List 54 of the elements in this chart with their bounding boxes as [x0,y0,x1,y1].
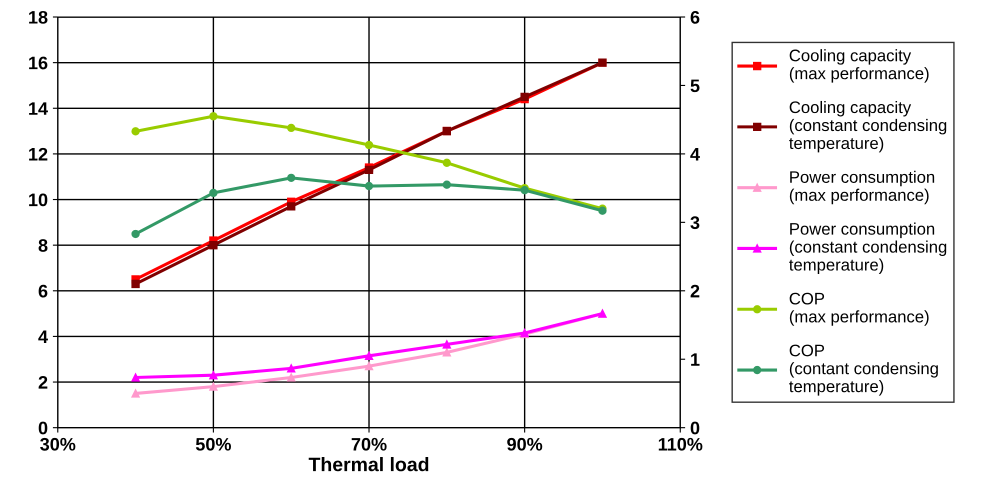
point [364,166,374,174]
point [131,230,140,238]
y2-tick-label: 5 [690,80,700,92]
point [209,371,218,380]
legend-label: COP (contant condensing temperature) [789,344,938,396]
y-tick-label: 4 [38,330,48,343]
point [442,180,451,189]
x-tick-label: 30% [40,438,76,451]
legend-label: Cooling capacity (constant condensing temperature) [789,100,946,152]
y-tick-label: 6 [38,284,48,298]
y2-tick-label: 2 [690,284,700,298]
point [131,389,140,398]
point [131,280,140,288]
point [364,352,374,360]
y2-tick-label: 6 [690,10,700,24]
x-axis-title: Thermal load [308,457,428,472]
point [287,124,296,132]
y2-tick-label: 3 [690,216,700,230]
y-tick-label: 8 [38,239,48,252]
y2-tick-label: 0 [690,422,700,434]
point [209,240,218,250]
legend-label: COP (max performance) [790,292,929,326]
point [287,364,296,373]
y-tick-label: 18 [29,10,48,24]
y-tick-label: 10 [29,193,48,206]
y-tick-label: 12 [29,148,48,160]
point [131,127,140,136]
legend-label: Cooling capacity (max performance) [790,49,929,83]
point [520,186,529,194]
point [209,188,218,198]
point [364,140,374,150]
point [442,340,451,349]
y2-tick-label: 4 [690,148,700,160]
x-tick-label: 110% [658,438,702,451]
y-tick-label: 2 [38,376,48,389]
point [131,373,140,382]
y2-tick-label: 1 [691,353,700,366]
x-tick-label: 50% [196,438,231,451]
point [209,112,218,120]
y-tick-label: 0 [38,422,48,434]
point [364,182,374,190]
y-tick-label: 16 [29,56,48,70]
x-tick-label: 70% [352,438,387,451]
point [287,373,296,382]
point [287,174,296,182]
point [364,362,374,370]
y-tick-label: 14 [29,102,48,115]
legend-label: Power consumption (constant condensing temperature) [789,222,946,274]
x-tick-label: 90% [507,438,542,451]
legend-label: Power consumption (max performance) [790,170,934,204]
point [287,202,296,211]
point [442,158,451,167]
point [442,348,451,357]
point [209,382,218,391]
